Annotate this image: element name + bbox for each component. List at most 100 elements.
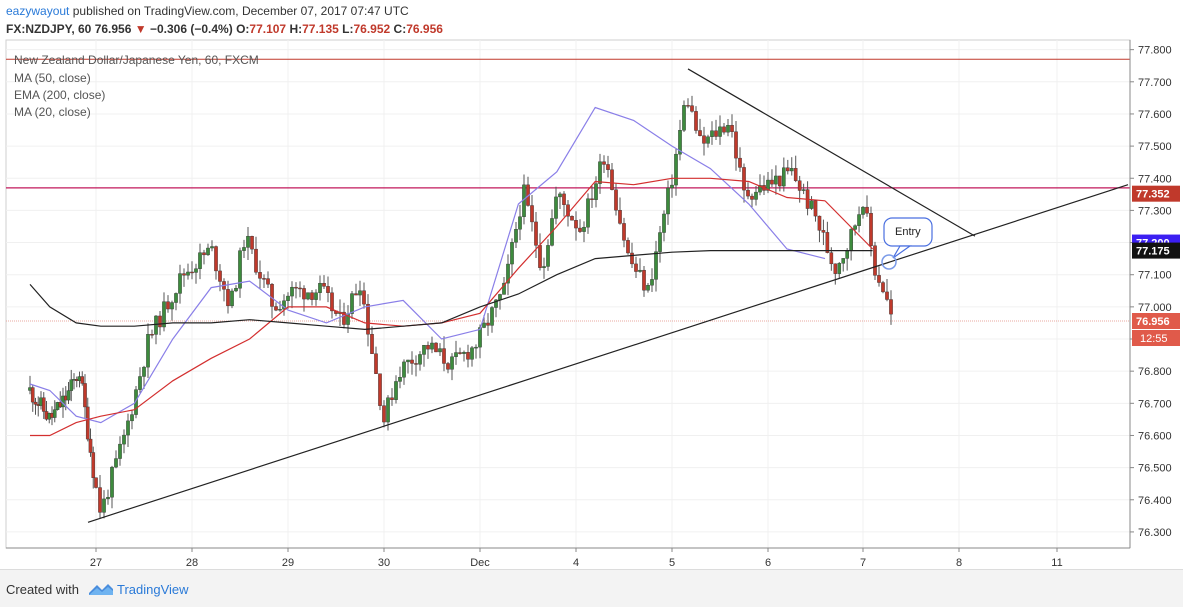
- candle-up: [234, 288, 238, 292]
- price-tick-label: 76.300: [1138, 527, 1172, 539]
- candle-down: [190, 271, 194, 274]
- change-arrow-icon: ▼: [134, 22, 147, 36]
- candle-down: [797, 180, 802, 191]
- candle-down: [566, 204, 570, 217]
- candle-down: [865, 206, 869, 214]
- chart-legend: New Zealand Dollar/Japanese Yen, 60, FXC…: [14, 53, 259, 119]
- candle-up: [106, 496, 110, 500]
- candle-down: [98, 487, 102, 513]
- candle-up: [586, 198, 590, 228]
- candle-down: [642, 269, 646, 291]
- candle-up: [282, 300, 286, 310]
- price-tick-label: 77.100: [1138, 270, 1172, 282]
- candle-down: [622, 223, 626, 241]
- candle-up: [837, 263, 842, 274]
- candle-up: [718, 126, 722, 137]
- candle-down: [690, 105, 694, 112]
- candle-down: [41, 397, 46, 412]
- candle-up: [454, 352, 458, 357]
- candle-up: [674, 153, 678, 186]
- ma50-tail: [824, 200, 874, 250]
- price-axis[interactable]: 77.80077.70077.60077.50077.40077.30077.2…: [1129, 40, 1172, 548]
- candle-down: [734, 131, 738, 159]
- candle-down: [326, 286, 330, 293]
- countdown-tag: 12:55: [1140, 333, 1168, 345]
- candle-down: [562, 193, 566, 205]
- candle-up: [178, 273, 182, 294]
- publish-header: eazywayout published on TradingView.com,…: [6, 4, 409, 18]
- candle-up: [646, 285, 650, 291]
- open-label: O:: [236, 22, 250, 36]
- last-price: 76.956: [94, 22, 132, 36]
- candle-down: [750, 195, 754, 200]
- trendlines[interactable]: [87, 68, 1129, 523]
- time-axis[interactable]: 27 28 29 30 Dec 4 5 6 7 8 11: [6, 547, 1130, 569]
- candle-down: [458, 352, 462, 354]
- candle-down: [714, 130, 718, 137]
- candle-down: [813, 200, 818, 217]
- candle-up: [494, 299, 498, 308]
- candle-up: [402, 361, 406, 378]
- candle-down: [214, 246, 218, 272]
- candle-down: [530, 205, 534, 223]
- tradingview-logo-icon[interactable]: [88, 581, 114, 597]
- candle-down: [434, 342, 438, 353]
- candle-down: [829, 252, 834, 265]
- candle-up: [754, 191, 758, 200]
- candle-up: [130, 414, 134, 422]
- candle-down: [778, 175, 782, 187]
- candle-down: [466, 351, 470, 360]
- candle-down: [578, 227, 582, 232]
- candle-up: [638, 269, 642, 272]
- candle-down: [574, 220, 578, 229]
- price-tick-label: 77.800: [1138, 45, 1172, 57]
- countdown-tag-bg: [1132, 330, 1180, 347]
- candle-down: [150, 334, 154, 336]
- candle-down: [770, 179, 774, 185]
- candle-up: [849, 229, 853, 252]
- candle-up: [598, 161, 602, 184]
- candle-up: [210, 246, 214, 249]
- candle-up: [594, 183, 598, 200]
- low-value: 76.952: [353, 22, 391, 36]
- candle-up: [670, 184, 674, 189]
- candle-down: [298, 287, 302, 290]
- candle-up: [841, 258, 846, 264]
- candle-up: [398, 377, 402, 382]
- time-tick-label: 28: [186, 557, 198, 569]
- tradingview-link[interactable]: TradingView: [117, 582, 189, 597]
- footer: Created with TradingView: [0, 569, 1183, 607]
- candle-down: [254, 248, 258, 273]
- candle-up: [766, 179, 770, 191]
- candle-up: [789, 168, 794, 172]
- candle-up: [474, 346, 478, 349]
- candle-up: [114, 458, 118, 468]
- candle-down: [618, 210, 622, 224]
- candle-up: [726, 125, 730, 133]
- legend-title: New Zealand Dollar/Japanese Yen, 60, FXC…: [14, 53, 259, 67]
- candle-down: [610, 169, 614, 190]
- candle-up: [845, 250, 849, 259]
- candle-down: [218, 270, 222, 282]
- candle-up: [206, 247, 210, 256]
- candle-down: [262, 278, 266, 280]
- candle-up: [546, 245, 550, 267]
- candle-down: [889, 299, 893, 315]
- candle-up: [122, 434, 126, 445]
- candle-down: [310, 292, 314, 300]
- price-chart[interactable]: 77.80077.70077.60077.50077.40077.30077.2…: [0, 0, 1183, 569]
- candle-down: [270, 283, 274, 307]
- candle-up: [666, 187, 670, 215]
- candle-down: [382, 405, 386, 423]
- candle-up: [394, 381, 398, 400]
- candle-down: [534, 221, 538, 246]
- candle-up: [710, 130, 714, 137]
- author-name[interactable]: eazywayout: [6, 4, 70, 18]
- entry-callout[interactable]: Entry: [881, 217, 933, 270]
- candle-up: [286, 295, 290, 301]
- legend-ma50: MA (50, close): [14, 71, 91, 85]
- candle-down: [606, 164, 610, 170]
- candle-down: [730, 125, 734, 132]
- created-with-label: Created with: [6, 582, 79, 597]
- candle-down: [630, 252, 634, 265]
